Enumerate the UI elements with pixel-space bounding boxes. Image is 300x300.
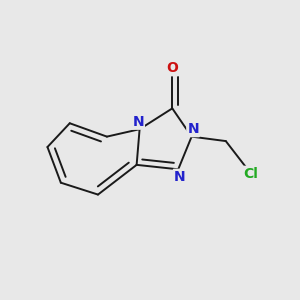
Text: Cl: Cl xyxy=(244,167,259,181)
Text: N: N xyxy=(174,170,185,184)
Text: O: O xyxy=(167,61,178,75)
Text: N: N xyxy=(132,115,144,129)
Text: N: N xyxy=(187,122,199,136)
